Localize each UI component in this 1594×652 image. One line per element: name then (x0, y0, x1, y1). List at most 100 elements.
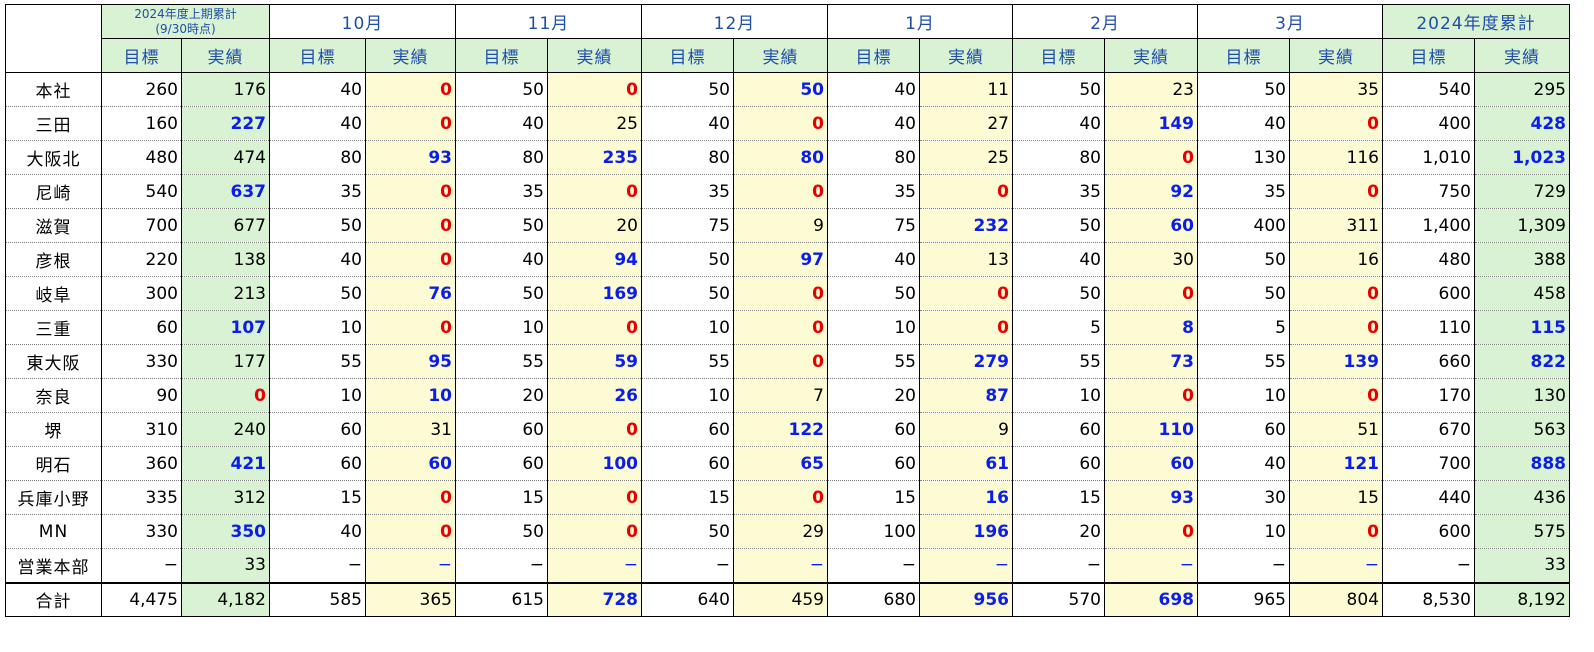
target-value: 10 (269, 378, 366, 413)
target-subheader: 目標 (101, 38, 182, 73)
actual-value: 0 (733, 480, 828, 515)
target-value: 50 (455, 276, 548, 311)
target-value: 15 (827, 480, 920, 515)
actual-value: 0 (365, 72, 456, 107)
actual-value: 350 (181, 514, 270, 549)
target-value: 20 (1012, 514, 1105, 549)
target-value: 600 (1382, 514, 1475, 549)
target-value: 60 (1012, 412, 1105, 447)
actual-value: 365 (365, 581, 456, 617)
target-value: 5 (1197, 310, 1290, 345)
actual-value: 176 (181, 72, 270, 107)
actual-value: 0 (1289, 276, 1383, 311)
actual-value: 97 (733, 242, 828, 277)
actual-value: 0 (1104, 140, 1198, 175)
target-value: 170 (1382, 378, 1475, 413)
table-row: MN 330 350 40 0 50 0 50 29 100 196 20 0 10 0 600 575 (5, 514, 1570, 549)
actual-value: 0 (1289, 514, 1383, 549)
actual-value: 130 (1474, 378, 1570, 413)
actual-value: 15 (1289, 480, 1383, 515)
actual-value: 100 (547, 446, 642, 481)
period-header-1: 10月 (269, 4, 456, 39)
target-value: 600 (1382, 276, 1475, 311)
actual-value: 93 (365, 140, 456, 175)
actual-value: − (919, 548, 1013, 583)
target-value: 60 (1197, 412, 1290, 447)
target-subheader: 目標 (1197, 38, 1290, 73)
target-value: 40 (455, 106, 548, 141)
target-subheader: 目標 (1382, 38, 1475, 73)
actual-value: 7 (733, 378, 828, 413)
actual-value: 93 (1104, 480, 1198, 515)
target-value: 80 (827, 140, 920, 175)
actual-value: 0 (547, 480, 642, 515)
target-value: 10 (1197, 378, 1290, 413)
period-header-2: 11月 (455, 4, 642, 39)
actual-value: − (733, 548, 828, 583)
table-row: 彦根 220 138 40 0 40 94 50 97 40 13 40 30 50 16 480 388 (5, 242, 1570, 277)
target-value: 50 (1197, 242, 1290, 277)
target-value: 15 (1012, 480, 1105, 515)
target-value: − (1197, 548, 1290, 583)
target-value: 30 (1197, 480, 1290, 515)
actual-value: 0 (1104, 378, 1198, 413)
actual-value: 822 (1474, 344, 1570, 379)
target-value: 330 (101, 514, 182, 549)
actual-value: 295 (1474, 72, 1570, 107)
actual-value: 60 (1104, 446, 1198, 481)
actual-value: 35 (1289, 72, 1383, 107)
actual-value: 25 (547, 106, 642, 141)
actual-value: 121 (1289, 446, 1383, 481)
target-value: 50 (827, 276, 920, 311)
actual-value: 388 (1474, 242, 1570, 277)
target-value: 80 (1012, 140, 1105, 175)
actual-value: 177 (181, 344, 270, 379)
target-value: 35 (269, 174, 366, 209)
actual-value: 115 (1474, 310, 1570, 345)
target-value: 330 (101, 344, 182, 379)
table-row: 尼崎 540 637 35 0 35 0 35 0 35 0 35 92 35 0 750 729 (5, 174, 1570, 209)
actual-value: 0 (365, 242, 456, 277)
target-value: 50 (1012, 208, 1105, 243)
actual-value: 459 (733, 581, 828, 617)
target-value: 60 (827, 412, 920, 447)
actual-value: 26 (547, 378, 642, 413)
actual-value: 139 (1289, 344, 1383, 379)
target-value: 20 (455, 378, 548, 413)
actual-value: 16 (1289, 242, 1383, 277)
target-value: 50 (641, 242, 734, 277)
target-subheader: 目標 (455, 38, 548, 73)
corner-cell (5, 4, 102, 73)
table-row: 堺 310 240 60 31 60 0 60 122 60 9 60 110 60 51 670 563 (5, 412, 1570, 447)
target-value: 440 (1382, 480, 1475, 515)
actual-value: 8,192 (1474, 581, 1570, 617)
target-subheader: 目標 (269, 38, 366, 73)
target-value: 100 (827, 514, 920, 549)
target-subheader: 目標 (827, 38, 920, 73)
target-value: 360 (101, 446, 182, 481)
actual-value: 956 (919, 581, 1013, 617)
actual-value: 227 (181, 106, 270, 141)
actual-subheader: 実績 (1474, 38, 1570, 73)
target-value: 640 (641, 581, 734, 617)
row-label: MN (5, 514, 102, 549)
actual-value: − (1289, 548, 1383, 583)
actual-value: 421 (181, 446, 270, 481)
target-value: 60 (269, 446, 366, 481)
actual-value: 0 (547, 412, 642, 447)
actual-value: 637 (181, 174, 270, 209)
actual-value: 563 (1474, 412, 1570, 447)
actual-value: 240 (181, 412, 270, 447)
target-value: 40 (455, 242, 548, 277)
target-value: 90 (101, 378, 182, 413)
actual-value: 11 (919, 72, 1013, 107)
results-table: 2024年度上期累計 (9/30時点) 10月 11月 12月 1月 2月 3月 2024年度累… (5, 4, 1570, 617)
target-value: 10 (1197, 514, 1290, 549)
target-value: 15 (641, 480, 734, 515)
target-value: 35 (1197, 174, 1290, 209)
target-value: 75 (827, 208, 920, 243)
table-row: 営業本部 −33− − − − − − − − − − − − −33 (5, 548, 1570, 583)
row-label: 大阪北 (5, 140, 102, 175)
target-value: 670 (1382, 412, 1475, 447)
target-value: 40 (269, 106, 366, 141)
